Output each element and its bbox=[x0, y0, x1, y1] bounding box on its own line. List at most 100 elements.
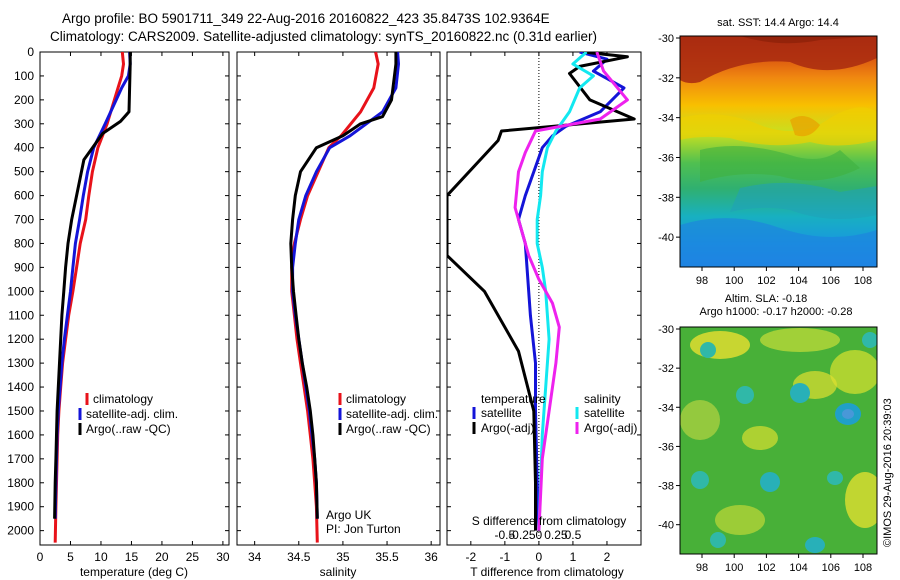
map-lat-label: -32 bbox=[658, 73, 674, 85]
map-lon-label: 108 bbox=[854, 275, 872, 287]
legend-label-argo: Argo(..raw -QC) bbox=[86, 422, 171, 436]
sst-map-title: sat. SST: 14.4 Argo: 14.4 bbox=[717, 17, 839, 29]
depth-tick-label: 1900 bbox=[7, 500, 34, 514]
x-tick-label: 34 bbox=[248, 550, 262, 564]
sla-map-title: Altim. SLA: -0.18 bbox=[725, 293, 808, 305]
salinity-legend: climatology satellite-adj. clim. Argo(..… bbox=[338, 392, 438, 436]
temperature-legend: climatology satellite-adj. clim. Argo(..… bbox=[78, 392, 178, 436]
depth-tick-label: 1500 bbox=[7, 404, 34, 418]
salinity-plot-frame bbox=[236, 51, 441, 546]
depth-tick-label: 400 bbox=[14, 141, 34, 155]
depth-tick-label: 800 bbox=[14, 236, 34, 250]
legend-label-sal-argo: Argo(-adj) bbox=[584, 421, 637, 435]
map-lat-label: -32 bbox=[658, 363, 674, 375]
x-tick-label: 1 bbox=[570, 550, 577, 564]
depth-tick-label: 500 bbox=[14, 165, 34, 179]
x-tick-label: 5 bbox=[67, 550, 74, 564]
sla-map: Altim. SLA: -0.18 Argo h1000: -0.17 h200… bbox=[658, 293, 878, 574]
depth-tick-label: 1000 bbox=[7, 284, 34, 298]
x-tick-label: 36 bbox=[424, 550, 438, 564]
x-tick-label: 2 bbox=[604, 550, 611, 564]
legend-header-salinity: salinity bbox=[584, 392, 621, 406]
map-lat-label: -40 bbox=[658, 232, 674, 244]
secondary-x-tick-label: -0.5 bbox=[495, 528, 516, 542]
map-lat-label: -36 bbox=[658, 152, 674, 164]
difference-profiles bbox=[447, 52, 636, 531]
secondary-x-tick-label: -0.25 bbox=[508, 528, 536, 542]
map-lat-label: -30 bbox=[658, 33, 674, 45]
sst-pattern bbox=[680, 36, 877, 267]
map-lon-label: 98 bbox=[696, 562, 708, 574]
depth-tick-label: 1100 bbox=[8, 308, 34, 322]
depth-tick-label: 1600 bbox=[7, 428, 34, 442]
x-tick-label: 35 bbox=[336, 550, 350, 564]
depth-tick-label: 600 bbox=[14, 189, 34, 203]
x-tick-label: 10 bbox=[94, 550, 108, 564]
depth-tick-label: 1300 bbox=[7, 356, 34, 370]
map-lon-label: 100 bbox=[725, 562, 743, 574]
map-lat-label: -38 bbox=[658, 481, 674, 493]
secondary-x-tick-label: 0.5 bbox=[565, 528, 582, 542]
difference-plot-frame bbox=[446, 51, 642, 546]
legend-label-temp-argo: Argo(-adj) bbox=[481, 421, 534, 435]
depth-tick-label: 1200 bbox=[7, 332, 34, 346]
secondary-x-tick-label: 0.25 bbox=[544, 528, 568, 542]
x-tick-label: 25 bbox=[186, 550, 200, 564]
sla-pattern bbox=[680, 328, 877, 553]
x-tick-label: 0 bbox=[536, 550, 543, 564]
legend-label-satellite: satellite-adj. clim. bbox=[86, 407, 178, 421]
legend-label-satellite: satellite-adj. clim. bbox=[346, 407, 438, 421]
legend-label-climatology: climatology bbox=[93, 392, 153, 406]
map-lon-label: 104 bbox=[789, 562, 807, 574]
map-lon-label: 106 bbox=[822, 562, 840, 574]
depth-axis: 0 100 200 300 400 500 600 700 800 900 1000 1100 1200… bbox=[7, 45, 641, 538]
depth-tick-label: 1700 bbox=[7, 452, 34, 466]
series-line-temperature-argo-adj- bbox=[447, 52, 636, 531]
legend-label-argo: Argo(..raw -QC) bbox=[346, 422, 431, 436]
series-line-argo-raw-qc- bbox=[53, 52, 132, 519]
depth-tick-label: 1800 bbox=[7, 476, 34, 490]
float-pi-label: PI: Jon Turton bbox=[326, 522, 401, 536]
x-tick-label: -2 bbox=[465, 550, 476, 564]
depth-tick-label: 300 bbox=[14, 117, 34, 131]
sst-map-frame bbox=[679, 35, 878, 268]
map-lat-label: -34 bbox=[658, 113, 674, 125]
map-lon-label: 106 bbox=[822, 275, 840, 287]
map-lat-label: -40 bbox=[658, 520, 674, 532]
depth-tick-label: 700 bbox=[14, 213, 34, 227]
legend-label-temp-satellite: satellite bbox=[481, 406, 522, 420]
map-lon-label: 104 bbox=[789, 275, 807, 287]
map-lat-label: -38 bbox=[658, 192, 674, 204]
sla-map-frame bbox=[679, 326, 878, 555]
x-tick-label: 30 bbox=[216, 550, 230, 564]
difference-secondary-xlabel: S difference from climatology bbox=[472, 514, 627, 528]
argo-height-title: Argo h1000: -0.17 h2000: -0.28 bbox=[700, 306, 853, 318]
sst-map: sat. SST: 14.4 Argo: 14.4 -30 -32 -34 -36 -3… bbox=[658, 17, 878, 287]
series-line-temperature-satellite bbox=[517, 52, 626, 531]
temperature-xlabel: temperature (deg C) bbox=[80, 565, 188, 579]
x-tick-label: 20 bbox=[155, 550, 169, 564]
series-line-argo-raw-qc- bbox=[289, 52, 398, 519]
depth-tick-label: 100 bbox=[14, 69, 34, 83]
map-lon-label: 100 bbox=[725, 275, 743, 287]
series-line-salinity-satellite bbox=[535, 52, 595, 531]
salinity-xlabel: salinity bbox=[320, 565, 357, 579]
salinity-profiles bbox=[289, 52, 400, 543]
legend-label-sal-satellite: satellite bbox=[584, 406, 625, 420]
legend-header-temperature: temperature bbox=[481, 392, 546, 406]
map-lon-label: 108 bbox=[854, 562, 872, 574]
x-tick-label: 34.5 bbox=[287, 550, 311, 564]
imos-credit: ©IMOS 29-Aug-2016 20:39:03 bbox=[882, 398, 894, 547]
x-tick-label: -1 bbox=[500, 550, 511, 564]
legend-label-climatology: climatology bbox=[346, 392, 406, 406]
map-lat-label: -30 bbox=[658, 324, 674, 336]
x-tick-label: 15 bbox=[125, 550, 139, 564]
depth-tick-label: 2000 bbox=[7, 524, 34, 538]
map-lon-label: 102 bbox=[757, 275, 775, 287]
depth-tick-label: 0 bbox=[27, 45, 34, 59]
map-lat-label: -34 bbox=[658, 402, 674, 414]
climatology-subtitle: Climatology: CARS2009. Satellite-adjuste… bbox=[50, 29, 598, 44]
x-tick-label: 35.5 bbox=[375, 550, 399, 564]
series-line-salinity-argo-adj- bbox=[513, 52, 629, 531]
